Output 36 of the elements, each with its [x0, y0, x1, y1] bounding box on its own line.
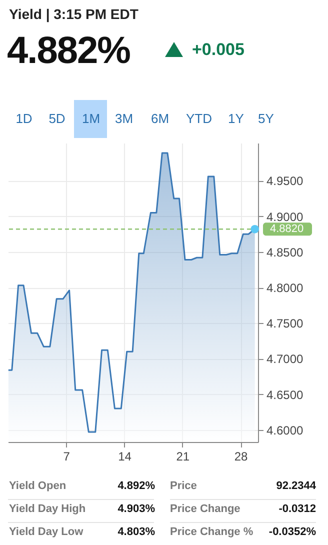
text: Price Change % — [170, 526, 254, 538]
chart-title: Yield | 3:15 PM EDT — [9, 6, 138, 22]
text: 1D — [16, 111, 32, 126]
text: 3M — [114, 111, 134, 126]
text: Price Change — [170, 503, 240, 515]
text: +0.005 — [192, 40, 244, 60]
y-tick-label: 4.7000 — [266, 352, 304, 366]
ref-line-label: 4.8820 — [270, 223, 304, 236]
x-tick-label: 14 — [118, 450, 132, 464]
text: 4.903% — [118, 503, 155, 515]
text: -0.0312 — [278, 503, 316, 515]
text: 92.2344 — [276, 480, 316, 492]
y-tick-label: 4.6500 — [266, 388, 304, 402]
y-tick-label: 4.9000 — [266, 210, 304, 224]
text: Yield Day Low — [9, 526, 84, 538]
y-tick-label: 4.9500 — [266, 174, 304, 188]
text: 5D — [48, 111, 66, 126]
text: 4.803% — [118, 526, 155, 538]
text: Yield Open — [9, 480, 66, 492]
y-tick-label: 4.6000 — [266, 423, 304, 438]
text: Price — [170, 480, 197, 492]
text: Yield Day High — [9, 503, 86, 515]
text: 1Y — [228, 111, 244, 126]
x-tick-label: 7 — [63, 450, 70, 464]
text: 4.892% — [118, 480, 155, 492]
text: -0.0352% — [268, 526, 316, 538]
text: YTD — [186, 111, 212, 126]
text: 5Y — [258, 111, 274, 126]
y-tick-label: 4.7500 — [266, 316, 304, 331]
x-tick-label: 21 — [176, 450, 190, 464]
text: 1M — [82, 111, 100, 126]
y-tick-label: 4.8000 — [266, 281, 304, 296]
text: 4.882% — [7, 30, 130, 73]
text: 6M — [150, 111, 170, 126]
y-tick-label: 4.8500 — [266, 245, 304, 260]
x-tick-label: 28 — [234, 450, 248, 464]
